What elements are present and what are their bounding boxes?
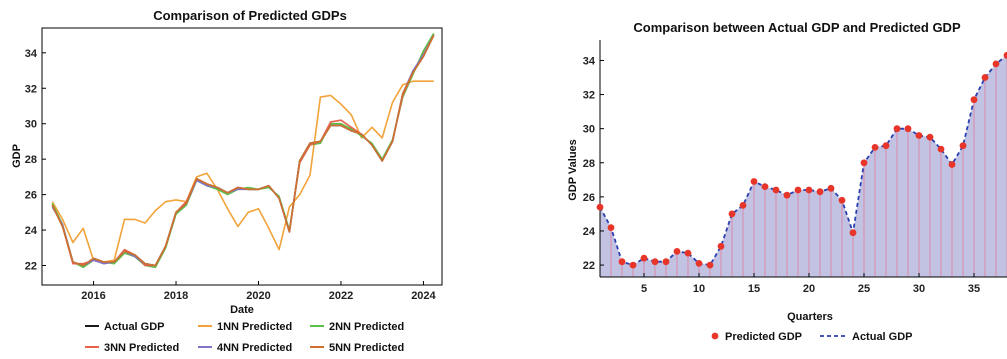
x-tick-label: 2018 (164, 290, 188, 302)
predicted-gdp-point (893, 125, 901, 133)
chart1-x-axis-label: Date (230, 304, 254, 316)
predicted-gdp-point (992, 60, 1000, 68)
predicted-gdp-point (684, 249, 692, 257)
x-tick-label: 25 (858, 283, 870, 295)
predicted-gdp-point (794, 186, 802, 194)
y-tick-label: 34 (25, 48, 38, 60)
y-tick-label: 24 (583, 226, 596, 238)
x-tick-label: 35 (968, 283, 980, 295)
series-line (51, 34, 435, 267)
predicted-gdp-point (640, 254, 648, 262)
predicted-gdp-point (673, 248, 681, 255)
predicted-gdp-point (728, 210, 736, 218)
predicted-gdp-point (783, 191, 791, 199)
y-tick-label: 34 (583, 55, 596, 67)
chart2-filled-area (600, 55, 1007, 277)
predicted-gdp-point (1003, 51, 1007, 59)
chart1-y-axis: 22 24 26 28 30 32 34 (25, 48, 46, 273)
predicted-gdp-point (651, 258, 659, 266)
y-tick-label: 32 (583, 90, 595, 102)
legend-label: 2NN Predicted (329, 321, 404, 333)
y-tick-label: 32 (25, 83, 37, 95)
chart1-series-lines (51, 32, 435, 269)
chart1-plot-frame (41, 27, 443, 286)
x-tick-label: 30 (913, 283, 925, 295)
y-tick-label: 26 (583, 192, 595, 204)
y-tick-label: 30 (583, 124, 595, 136)
predicted-gdp-point (860, 159, 868, 167)
predicted-gdp-point (904, 125, 912, 133)
chart1-x-axis: 2016 2018 2020 2022 2024 (81, 281, 437, 302)
series-line (51, 80, 434, 263)
legend-label: 5NN Predicted (329, 342, 404, 354)
chart1-y-axis-label: GDP (11, 144, 23, 168)
legend-swatch (711, 332, 719, 340)
predicted-gdp-point (926, 133, 934, 141)
predicted-gdp-point (706, 261, 714, 269)
chart2-axes: 22 24 26 28 30 32 34 5 10 15 20 25 30 35 (583, 40, 1007, 295)
predicted-gdp-point (596, 203, 604, 211)
y-tick-label: 28 (25, 154, 37, 166)
x-tick-label: 15 (748, 283, 760, 295)
y-tick-label: 22 (583, 260, 595, 272)
y-tick-label: 24 (25, 225, 38, 237)
chart2-legend: Predicted GDP Actual GDP (711, 331, 913, 343)
chart2-series (596, 51, 1007, 269)
predicted-gdp-point (970, 96, 978, 104)
y-tick-label: 22 (25, 261, 37, 273)
y-tick-label: 30 (25, 119, 37, 131)
predicted-gdp-point (739, 202, 747, 209)
predicted-gdp-point (827, 184, 835, 192)
x-tick-label: 2020 (246, 290, 270, 302)
legend-label: Predicted GDP (725, 331, 802, 343)
area-fill (600, 55, 1007, 277)
chart2-y-axis-label: GDP Values (567, 139, 579, 201)
legend-label: 3NN Predicted (104, 342, 179, 354)
legend-label: Actual GDP (852, 331, 913, 343)
predicted-gdp-point (761, 183, 769, 191)
predicted-gdp-point (981, 74, 989, 81)
legend-label: Actual GDP (104, 321, 165, 333)
series-line (51, 32, 435, 269)
predicted-gdp-point (662, 258, 670, 266)
y-tick-label: 28 (583, 158, 595, 170)
predicted-gdp-point (915, 132, 923, 139)
predicted-gdp-point (871, 144, 879, 151)
y-tick-label: 26 (25, 190, 37, 202)
legend-label: 1NN Predicted (217, 321, 292, 333)
x-tick-label: 20 (803, 283, 815, 295)
predicted-gdp-point (618, 258, 626, 266)
predicted-gdp-point (717, 242, 725, 250)
predicted-gdps-chart: Comparison of Predicted GDPs 22 24 26 28 30 3… (11, 8, 443, 354)
predicted-gdp-point (948, 161, 956, 168)
actual-vs-predicted-gdp-chart: Comparison between Actual GDP and Predic… (567, 20, 1007, 343)
chart2-x-axis-label: Quarters (787, 311, 833, 323)
x-tick-label: 2024 (411, 290, 436, 302)
x-tick-label: 10 (693, 283, 705, 295)
predicted-gdp-point (816, 188, 824, 196)
chart1-title: Comparison of Predicted GDPs (153, 8, 347, 23)
predicted-gdp-point (772, 186, 780, 194)
chart2-title: Comparison between Actual GDP and Predic… (633, 20, 961, 35)
legend-label: 4NN Predicted (217, 342, 292, 354)
x-tick-label: 5 (641, 283, 647, 295)
x-tick-label: 2016 (81, 290, 105, 302)
predicted-gdp-point (607, 224, 615, 232)
chart1-legend: Actual GDP 1NN Predicted 2NN Predicted 3NN … (85, 321, 404, 354)
predicted-gdp-point (882, 142, 890, 150)
predicted-gdp-point (937, 145, 945, 153)
predicted-gdp-point (959, 142, 967, 150)
predicted-gdp-point (750, 178, 758, 185)
x-tick-label: 2022 (329, 290, 353, 302)
predicted-gdp-point (695, 260, 703, 267)
predicted-gdp-point (849, 229, 857, 237)
predicted-gdp-point (629, 261, 637, 269)
predicted-gdp-point (838, 196, 846, 204)
predicted-gdp-point (805, 186, 813, 194)
